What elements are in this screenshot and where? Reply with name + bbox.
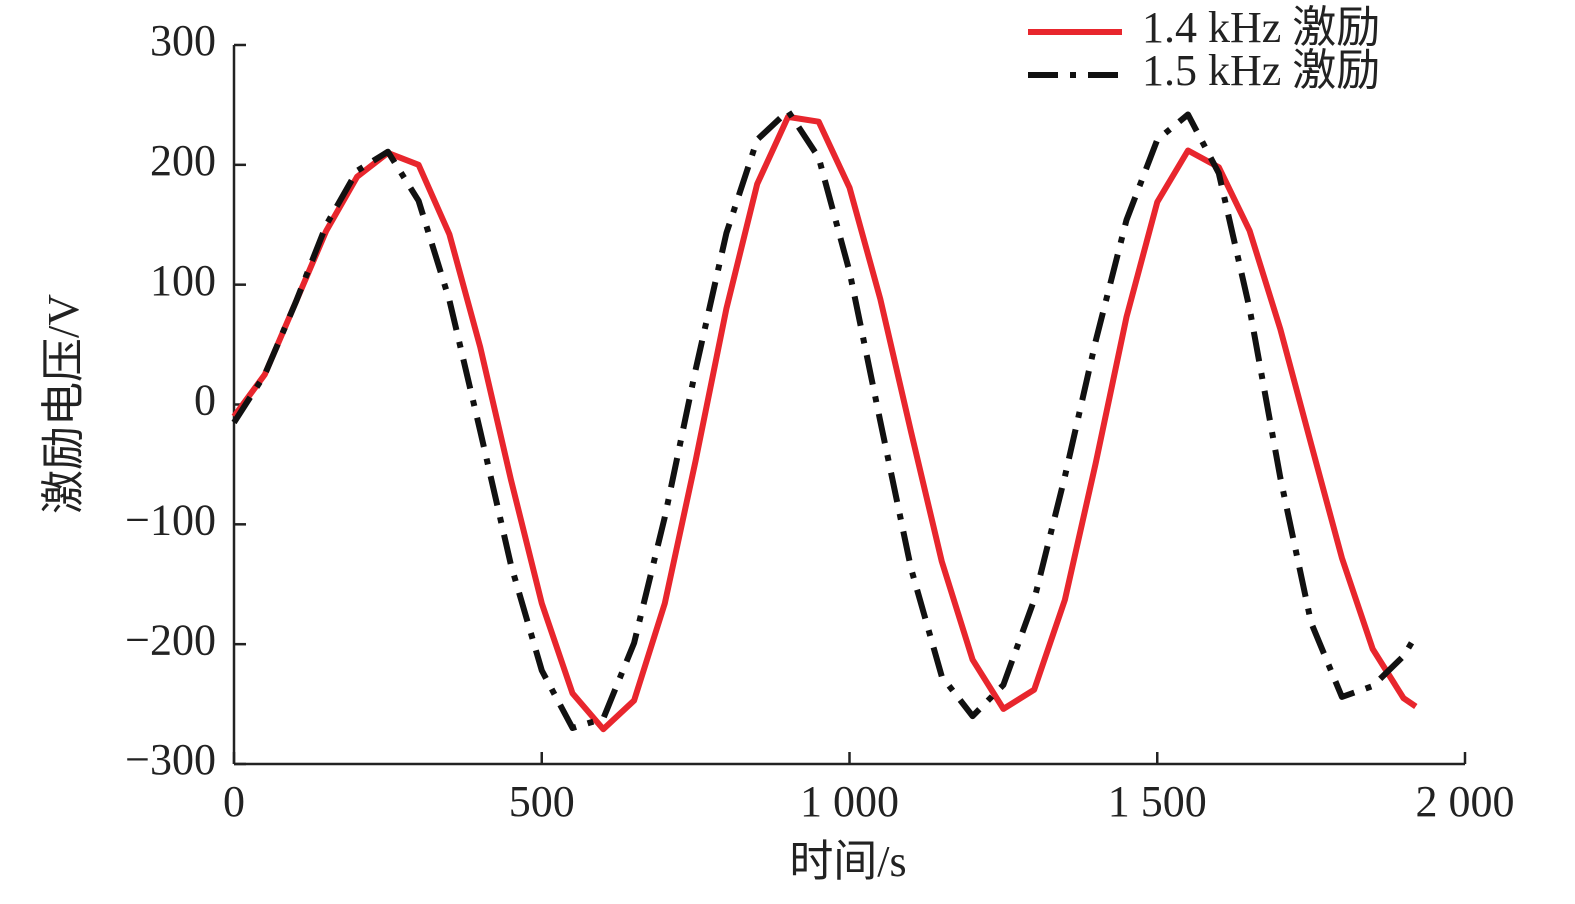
y-tick-label: 0: [194, 376, 216, 425]
y-tick-label: 100: [150, 256, 216, 305]
x-tick-label: 2 000: [1416, 777, 1515, 826]
x-tick-label: 0: [223, 777, 245, 826]
legend-label: 1.4 kHz 激励: [1142, 3, 1380, 52]
x-tick-label: 1 500: [1108, 777, 1207, 826]
legend-label: 1.5 kHz 激励: [1142, 46, 1380, 95]
x-axis-label: 时间/s: [789, 837, 906, 886]
x-tick-label: 1 000: [800, 777, 899, 826]
y-tick-label: −200: [125, 615, 216, 664]
y-tick-label: 200: [150, 136, 216, 185]
x-tick-label: 500: [509, 777, 575, 826]
y-tick-label: −300: [125, 735, 216, 784]
series-line: [231, 113, 1418, 733]
y-tick-label: 300: [150, 16, 216, 65]
y-axis-label: 激励电压/V: [39, 294, 88, 514]
y-tick-label: −100: [125, 495, 216, 544]
series-line: [231, 107, 1419, 731]
